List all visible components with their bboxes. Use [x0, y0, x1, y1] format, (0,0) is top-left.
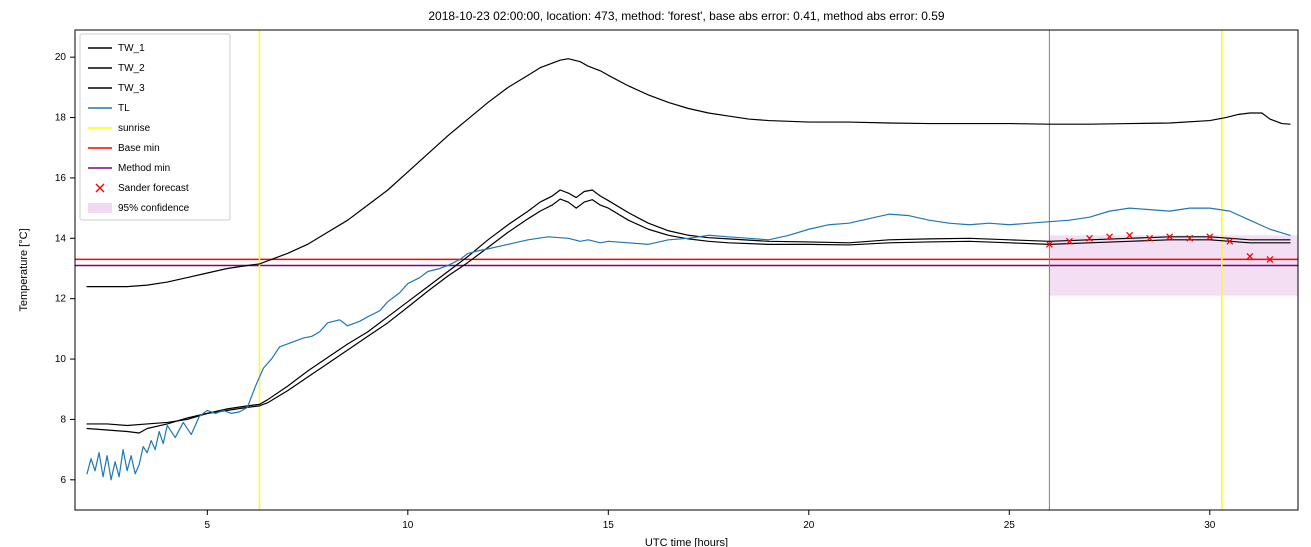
legend-label: TW_1	[118, 43, 145, 54]
ytick-label: 14	[55, 233, 67, 244]
xtick-label: 30	[1204, 520, 1216, 531]
xtick-label: 15	[603, 520, 615, 531]
legend-label: Base min	[118, 143, 160, 154]
ytick-label: 20	[55, 52, 67, 63]
legend-label: TW_3	[118, 83, 145, 94]
xtick-label: 10	[402, 520, 414, 531]
legend-label: TW_2	[118, 63, 145, 74]
xtick-label: 5	[205, 520, 211, 531]
chart-container: 5 10 15 20 25 30 6 8 10 12 14 16 18 20 UTC time [hours…	[0, 0, 1311, 547]
xtick-label: 20	[803, 520, 815, 531]
ytick-label: 18	[55, 113, 67, 124]
legend-label: Sander forecast	[118, 183, 189, 194]
ytick-label: 6	[60, 475, 66, 486]
ytick-label: 12	[55, 294, 67, 305]
legend-label: sunrise	[118, 123, 151, 134]
ytick-label: 16	[55, 173, 67, 184]
legend-item: 95% confidence	[88, 203, 190, 214]
chart-svg: 5 10 15 20 25 30 6 8 10 12 14 16 18 20 UTC time [hours…	[0, 0, 1311, 547]
legend: TW_1 TW_2 TW_3 TL sunrise Base min Method min S…	[80, 34, 230, 220]
legend-swatch-patch	[88, 203, 112, 213]
legend-label: TL	[118, 103, 130, 114]
ylabel: Temperature [°C]	[18, 228, 30, 311]
ytick-label: 8	[60, 414, 66, 425]
ytick-label: 10	[55, 354, 67, 365]
legend-label: Method min	[118, 163, 170, 174]
xtick-label: 25	[1004, 520, 1016, 531]
legend-label: 95% confidence	[118, 203, 190, 214]
chart-title: 2018-10-23 02:00:00, location: 473, meth…	[428, 9, 945, 23]
xlabel: UTC time [hours]	[645, 537, 728, 547]
